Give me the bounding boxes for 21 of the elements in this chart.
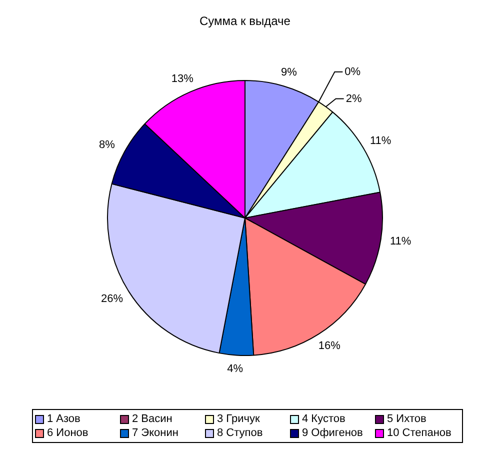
text: 0% — [344, 66, 361, 78]
data-label: 9% — [280, 66, 298, 79]
data-label: 11% — [370, 134, 392, 147]
data-label: 13% — [171, 72, 194, 85]
data-label: 8% — [99, 139, 116, 152]
data-label: 11% — [390, 236, 412, 248]
data-label: 26% — [101, 293, 124, 306]
chart-title: Сумма к выдаче — [198, 14, 292, 28]
legend-label: 9 Офигенов — [302, 427, 363, 439]
legend-label: 5 Ихтов — [387, 413, 426, 425]
data-label: 16% — [318, 340, 341, 352]
legend-label: 2 Васин — [132, 413, 172, 425]
legend-label: 10 Степанов — [387, 427, 452, 439]
legend-label: 1 Азов — [47, 413, 80, 425]
legend-label: 3 Гричук — [217, 413, 260, 425]
data-label: 2% — [346, 92, 362, 105]
legend-label: 8 Ступов — [217, 427, 263, 439]
legend-label: 4 Кустов — [302, 413, 346, 425]
legend-label: 6 Ионов — [47, 427, 88, 439]
data-label: 4% — [227, 363, 244, 376]
legend-label: 7 Эконин — [132, 427, 178, 439]
